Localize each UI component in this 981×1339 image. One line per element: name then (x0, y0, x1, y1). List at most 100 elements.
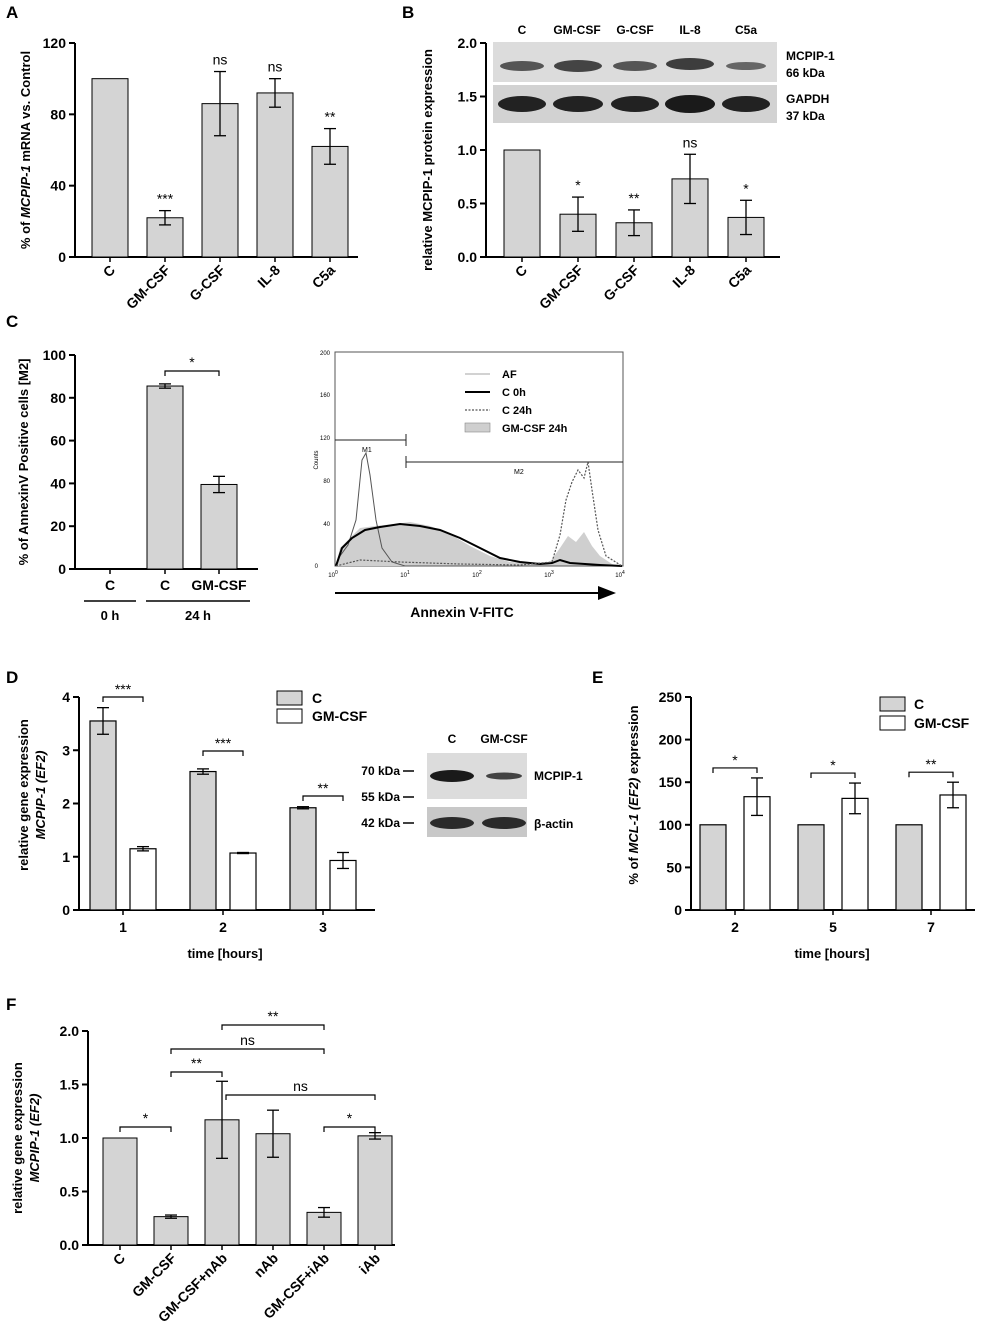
panel-letter-f: F (6, 995, 16, 1014)
panel-letter-d: D (6, 668, 18, 687)
blot-band (500, 61, 544, 71)
bar (153, 1216, 189, 1246)
y-tick-label: 1.5 (458, 89, 478, 105)
blot-band (430, 770, 474, 782)
flow-legend-swatch-gmcsf (464, 422, 491, 433)
y-tick-label: 100 (43, 347, 67, 363)
blot-band (554, 60, 602, 72)
bar (357, 1135, 393, 1246)
bar-c (895, 824, 923, 911)
flow-ytick: 40 (323, 522, 330, 528)
x-tick-label: C (105, 577, 115, 593)
significance-label: ** (325, 109, 336, 125)
blot-marker: 55 kDa (361, 790, 400, 804)
significance-label: ns (213, 52, 228, 68)
y-tick-label: 80 (50, 390, 66, 406)
bar (102, 1137, 138, 1246)
x-tick-label: C5a (309, 262, 339, 292)
significance-label: ** (926, 756, 937, 772)
bar-c (289, 807, 317, 911)
panel-letter-a: A (6, 3, 18, 22)
panel-d-xlabel: time [hours] (187, 946, 262, 961)
flow-c0h-curve (335, 522, 623, 567)
significance-label: * (732, 752, 738, 768)
blot-band (611, 96, 659, 112)
panel-d-bar-chart: 0 1 2 3 4 *** 1 *** 2 ** 3 (62, 681, 375, 935)
blot-band (498, 96, 546, 112)
blot-marker: 70 kDa (361, 764, 400, 778)
flow-ytick: 120 (320, 436, 331, 442)
panel-d-legend: C GM-CSF (276, 690, 368, 724)
x-tick-label: C (512, 262, 530, 280)
panel-e-legend: C GM-CSF (879, 696, 970, 731)
flow-c24h-curve (335, 461, 623, 567)
x-tick-label: iAb (356, 1250, 383, 1277)
bar-gmcsf (129, 848, 157, 911)
comparison-label: * (189, 354, 195, 370)
panel-letter-c: C (6, 312, 18, 331)
blot-label: GAPDH (786, 92, 829, 106)
y-tick-label: 100 (659, 817, 683, 833)
bar-gmcsf (229, 852, 257, 911)
y-tick-label: 0 (58, 249, 66, 265)
blot-lane-label: GM-CSF (480, 732, 527, 746)
significance-label: ns (268, 59, 283, 75)
comparison-bracket (170, 1048, 325, 1054)
group-label-24h: 24 h (185, 608, 211, 623)
y-tick-label: 0.0 (60, 1237, 80, 1253)
y-tick-label: 150 (659, 774, 683, 790)
comparison-bracket (221, 1024, 325, 1030)
y-tick-label: 250 (659, 689, 683, 705)
gate-m1-label: M1 (362, 447, 372, 454)
panel-b-ylabel: relative MCPIP-1 protein expression (420, 49, 435, 271)
panel-letter-e: E (592, 668, 603, 687)
bar (200, 483, 238, 570)
blot-label: 37 kDa (786, 109, 825, 123)
x-tick-label: 5 (829, 919, 837, 935)
comparison-label: ** (268, 1008, 279, 1024)
y-tick-label: 2.0 (60, 1023, 80, 1039)
bar-c (89, 720, 117, 911)
bar (91, 78, 129, 258)
legend-label-gmcsf: GM-CSF (914, 715, 970, 731)
flow-gmcsf-area (336, 522, 622, 566)
bar-gmcsf (841, 797, 869, 911)
panel-c-bar-chart: 0 20 40 60 80 100 C C GM-CSF * (43, 347, 258, 593)
blot-lane-label: C (448, 732, 457, 746)
comparison-bracket (810, 772, 856, 779)
flow-xtick: 104 (615, 570, 625, 579)
blot-band (486, 772, 522, 780)
panel-a-bar-chart: 0 40 80 120 C *** GM-CSF ns G-CSF ns IL-8 ** C5a (43, 35, 358, 312)
y-tick-label: 3 (62, 742, 70, 758)
flow-xtick: 100 (328, 570, 338, 579)
y-tick-label: 2 (62, 796, 70, 812)
x-tick-label: GM-CSF (536, 261, 587, 312)
blot-band (722, 96, 770, 112)
blot-lane-label: GM-CSF (553, 23, 600, 37)
panel-c-ylabel: % of AnnexinV Positive cells [M2] (16, 359, 31, 566)
x-tick-label: 2 (219, 919, 227, 935)
significance-label: * (830, 757, 836, 773)
x-tick-label: nAb (251, 1250, 282, 1281)
legend-swatch-c (276, 690, 303, 706)
significance-label: *** (157, 191, 174, 207)
y-tick-label: 120 (43, 35, 67, 51)
bar-c (189, 770, 217, 911)
panel-b-blot: C GM-CSF G-CSF IL-8 C5a MCPIP-1 66 kDa G… (493, 23, 835, 123)
y-tick-label: 1.0 (60, 1130, 80, 1146)
panel-letter-b: B (402, 3, 414, 22)
y-tick-label: 0.0 (458, 249, 478, 265)
flow-xtick: 101 (400, 570, 410, 579)
y-tick-label: 0 (58, 561, 66, 577)
blot-band (613, 61, 657, 71)
x-tick-label: C (100, 262, 118, 280)
x-tick-label: 2 (731, 919, 739, 935)
bar (503, 149, 541, 258)
panel-f-ylabel-1: relative gene expression (10, 1062, 25, 1214)
y-tick-label: 1.5 (60, 1077, 80, 1093)
legend-label-c: C (914, 696, 924, 712)
legend-label-c: C (312, 690, 322, 706)
x-tick-label: GM-CSF (123, 261, 174, 312)
y-tick-label: 0.5 (458, 196, 478, 212)
x-tick-label: 7 (927, 919, 935, 935)
